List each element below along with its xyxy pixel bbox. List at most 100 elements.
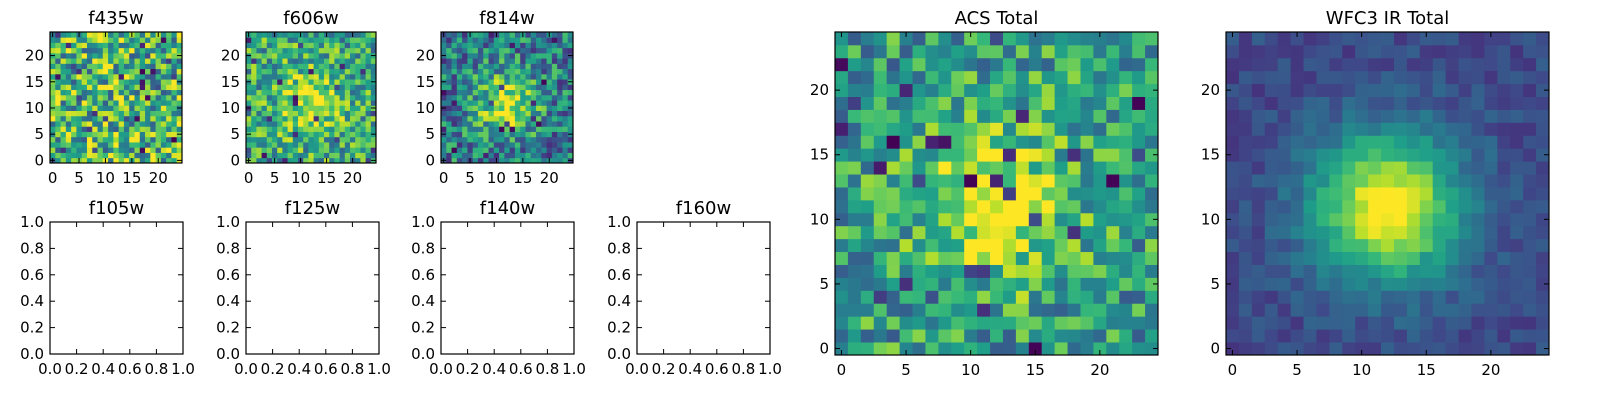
heatmap-cell xyxy=(1510,109,1524,123)
heatmap-cell xyxy=(886,161,900,175)
heatmap-cell xyxy=(1054,70,1068,85)
x-tick-label: 0.2 xyxy=(261,360,285,378)
heatmap-cell xyxy=(155,79,162,85)
heatmap-cell xyxy=(530,147,537,153)
heatmap-cell xyxy=(108,42,114,49)
heatmap-cell xyxy=(912,277,926,291)
heatmap-cell xyxy=(360,68,366,75)
heatmap-cell xyxy=(370,37,377,43)
heatmap-cell xyxy=(1368,225,1382,240)
heatmap-cell xyxy=(847,32,862,46)
heatmap-cell xyxy=(1381,212,1395,227)
heatmap-cell xyxy=(1484,122,1498,136)
heatmap-cell xyxy=(1238,32,1253,46)
heatmap-cell xyxy=(370,142,377,148)
heatmap-cell xyxy=(899,70,913,85)
heatmap-cell xyxy=(1054,161,1068,175)
heatmap-cell xyxy=(1484,148,1498,162)
heatmap-cell xyxy=(847,161,862,175)
heatmap-cell xyxy=(467,126,474,132)
heatmap-cell xyxy=(1054,44,1068,59)
heatmap-cell xyxy=(1484,32,1498,46)
heatmap-cell xyxy=(1406,161,1421,175)
heatmap-cell xyxy=(504,73,511,80)
heatmap-cell xyxy=(1510,57,1524,72)
heatmap-cell xyxy=(520,131,526,138)
heatmap-cell xyxy=(1067,212,1081,227)
heatmap-cell xyxy=(977,290,991,304)
heatmap-cell xyxy=(509,58,516,64)
heatmap-cell xyxy=(472,58,479,64)
y-tick-label: 0.6 xyxy=(20,266,44,284)
heatmap-cell xyxy=(329,47,335,54)
heatmap-cell xyxy=(55,121,61,127)
heatmap-cell xyxy=(567,58,574,64)
heatmap-cell xyxy=(1028,57,1043,72)
heatmap-cell xyxy=(1106,57,1120,72)
heatmap-cell xyxy=(477,121,484,127)
heatmap-cell xyxy=(365,94,372,101)
heatmap-cell xyxy=(92,157,98,164)
heatmap-cell xyxy=(97,32,104,38)
heatmap-cell xyxy=(350,121,356,127)
heatmap-cell xyxy=(514,32,521,38)
heatmap-cell xyxy=(282,37,288,43)
heatmap-cell xyxy=(118,115,125,122)
heatmap-cell xyxy=(1484,109,1498,123)
heatmap-cell xyxy=(370,136,377,143)
heatmap-cell xyxy=(256,58,262,64)
heatmap-cell xyxy=(65,32,72,38)
heatmap-cell xyxy=(1145,135,1159,149)
heatmap-cell xyxy=(546,73,553,80)
heatmap-cell xyxy=(1028,329,1043,343)
heatmap-cell xyxy=(964,329,978,343)
heatmap-cell xyxy=(1093,225,1107,240)
heatmap-cell xyxy=(292,37,299,43)
heatmap-cell xyxy=(1080,44,1094,59)
heatmap-cell xyxy=(60,84,67,91)
heatmap-cell xyxy=(1015,148,1030,162)
heatmap-cell xyxy=(1041,199,1056,214)
heatmap-cell xyxy=(155,37,162,43)
heatmap-cell xyxy=(166,126,172,132)
heatmap-cell xyxy=(1536,148,1550,162)
heatmap-cell xyxy=(370,42,377,49)
heatmap-cell xyxy=(334,42,340,49)
heatmap-cell xyxy=(1355,32,1369,46)
heatmap-cell xyxy=(562,110,569,117)
heatmap-cell xyxy=(1093,238,1107,253)
heatmap-cell xyxy=(1484,96,1498,110)
heatmap-cell xyxy=(266,152,273,159)
heatmap-cell xyxy=(520,84,526,91)
heatmap-cell xyxy=(451,68,458,75)
heatmap-cell xyxy=(81,126,88,132)
heatmap-cell xyxy=(282,52,288,59)
heatmap-cell xyxy=(370,115,377,122)
heatmap-cell xyxy=(951,96,965,110)
heatmap-cell xyxy=(1028,342,1043,356)
heatmap-cell xyxy=(334,84,340,91)
heatmap-cell xyxy=(308,79,314,85)
heatmap-cell xyxy=(1355,290,1369,304)
heatmap-cell xyxy=(567,68,574,75)
heatmap-cell xyxy=(1106,32,1120,46)
heatmap-cell xyxy=(176,126,183,132)
heatmap-cell xyxy=(467,100,474,106)
heatmap-cell xyxy=(1226,316,1240,330)
heatmap-cell xyxy=(1238,57,1253,72)
heatmap-cell xyxy=(1080,32,1094,46)
heatmap-cell xyxy=(1432,264,1447,278)
heatmap-cell xyxy=(123,100,130,106)
heatmap-cell xyxy=(441,110,447,117)
heatmap-cell xyxy=(287,152,294,159)
heatmap-cell xyxy=(446,37,452,43)
panel-title: f140w xyxy=(480,198,535,219)
heatmap-cell xyxy=(446,110,452,117)
heatmap-cell xyxy=(113,32,120,38)
heatmap-cell xyxy=(71,37,77,43)
heatmap-cell xyxy=(990,32,1004,46)
heatmap-cell xyxy=(1510,70,1524,85)
heatmap-cell xyxy=(467,94,474,101)
heatmap-cell xyxy=(339,94,346,101)
heatmap-cell xyxy=(509,32,516,38)
